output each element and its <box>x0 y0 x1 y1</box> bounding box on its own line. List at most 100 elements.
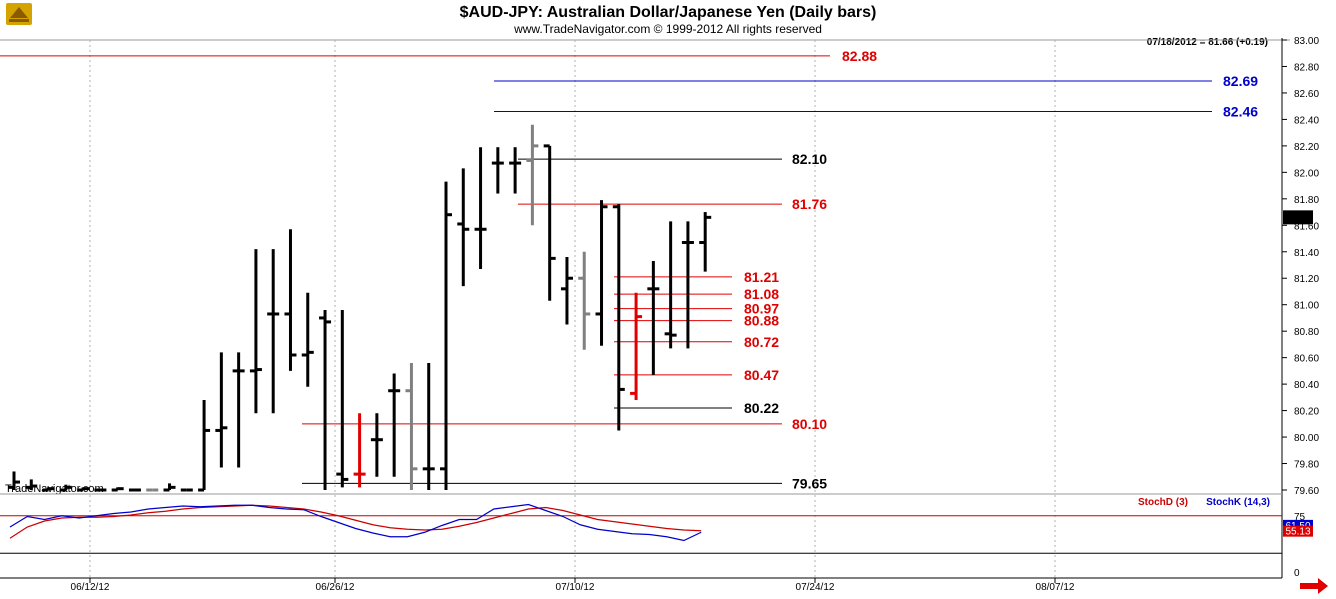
y-tick-label: 81.60 <box>1294 221 1319 232</box>
ohlc-bar <box>370 413 383 477</box>
ohlc-bar <box>560 257 573 325</box>
ohlc-bar <box>163 483 176 492</box>
ohlc-bar <box>249 249 262 414</box>
y-tick-label: 83.00 <box>1294 36 1319 47</box>
y-tick-label: 82.20 <box>1294 142 1319 153</box>
y-tick-label: 81.00 <box>1294 301 1319 312</box>
stoch-y-tick-label: 0 <box>1294 568 1300 579</box>
ohlc-bar <box>284 229 297 371</box>
level-label: 81.08 <box>744 286 779 302</box>
level-label: 82.10 <box>792 151 827 167</box>
y-tick-label: 81.80 <box>1294 195 1319 206</box>
y-tick-label: 80.40 <box>1294 380 1319 391</box>
ohlc-bar <box>595 200 608 346</box>
level-label: 81.76 <box>792 196 827 212</box>
y-tick-label: 82.00 <box>1294 168 1319 179</box>
ohlc-bar <box>474 147 487 269</box>
stoch-d-value-bg <box>1283 525 1313 537</box>
x-tick-label: 06/26/12 <box>316 582 355 593</box>
price-grid <box>0 39 1290 578</box>
y-tick-label: 82.40 <box>1294 115 1319 126</box>
level-label: 80.22 <box>744 400 779 416</box>
ohlc-bar <box>128 488 141 492</box>
y-tick-label: 81.40 <box>1294 248 1319 259</box>
watermark: TradeNavigator.com <box>5 483 104 495</box>
last-price-tag-bg <box>1283 210 1313 225</box>
y-tick-label: 80.00 <box>1294 433 1319 444</box>
ohlc-bar <box>543 144 556 301</box>
y-tick-label: 80.60 <box>1294 354 1319 365</box>
level-label: 80.72 <box>744 334 779 350</box>
y-tick-label: 82.60 <box>1294 89 1319 100</box>
level-label: 82.69 <box>1223 73 1258 89</box>
price-readout: 07/18/2012 = 81.66 (+0.19) <box>1147 37 1268 48</box>
ohlc-bar <box>42 487 55 492</box>
ohlc-bar <box>77 487 90 492</box>
x-tick-label: 06/12/12 <box>71 582 110 593</box>
level-label: 82.88 <box>842 48 877 64</box>
x-tick-label: 08/07/12 <box>1036 582 1075 593</box>
ohlc-bar <box>111 487 124 492</box>
y-tick-label: 82.80 <box>1294 62 1319 73</box>
ohlc-bar <box>353 413 366 488</box>
y-tick-label: 81.20 <box>1294 274 1319 285</box>
trade-navigator-logo-icon[interactable] <box>6 3 32 25</box>
ohlc-bar <box>457 168 470 287</box>
ohlc-bar <box>59 484 72 492</box>
ohlc-bar <box>388 373 401 477</box>
stoch-k-label: StochK (14,3) <box>1206 497 1270 508</box>
ohlc-bar <box>94 488 107 492</box>
ohlc-bar <box>509 147 522 194</box>
ohlc-bar <box>681 221 694 349</box>
ohlc-bar <box>612 204 625 431</box>
price-axis: 83.00 82.80 82.60 82.40 82.20 82.00 81.80 81.60… <box>1281 36 1319 578</box>
level-lines: 82.88 82.69 82.46 82.10 81.76 81.2181.0880.97… <box>0 48 1258 491</box>
ohlc-bar <box>8 471 20 490</box>
level-label: 79.65 <box>792 475 827 491</box>
ohlc-bar <box>198 400 211 492</box>
ohlc-bar <box>232 352 245 468</box>
ohlc-bar <box>647 261 660 375</box>
y-tick-label: 80.20 <box>1294 407 1319 418</box>
stoch-d-value-tag: 55.13 <box>1283 525 1313 538</box>
x-tick-label: 07/10/12 <box>556 582 595 593</box>
level-label: 80.10 <box>792 416 827 432</box>
ohlc-bar <box>405 362 418 490</box>
level-label: 80.97 <box>744 301 779 317</box>
x-tick-label: 07/24/12 <box>796 582 835 593</box>
stoch-d-line <box>9 504 702 539</box>
stoch-d-label: StochD (3) <box>1138 497 1188 508</box>
copyright-text: www.TradeNavigator.com © 1999-2012 All r… <box>513 22 822 36</box>
ohlc-bar <box>422 362 435 490</box>
price-bars <box>8 124 712 492</box>
date-axis: 06/12/12 06/26/12 07/10/12 07/24/12 08/07/12 <box>71 578 1075 593</box>
ohlc-bar <box>630 292 643 400</box>
ohlc-bar <box>267 249 280 414</box>
last-price-tag-text: 81.66 <box>1285 213 1310 224</box>
chart-title: $AUD-JPY: Australian Dollar/Japanese Yen… <box>460 4 877 21</box>
stoch-y-tick-label: 75 <box>1294 512 1306 523</box>
level-label: 80.88 <box>744 313 779 329</box>
ohlc-bar <box>491 147 504 194</box>
level-label: 82.46 <box>1223 103 1258 119</box>
ohlc-bar <box>319 310 332 490</box>
y-tick-label: 80.80 <box>1294 327 1319 338</box>
ohlc-bar <box>526 124 539 226</box>
y-tick-label: 79.60 <box>1294 486 1319 497</box>
y-tick-label: 79.80 <box>1294 460 1319 471</box>
ohlc-bar <box>699 212 712 272</box>
stoch-k-value-bg <box>1283 519 1313 531</box>
ohlc-bar <box>301 292 314 387</box>
last-price-tag: 81.66 <box>1283 210 1313 225</box>
red-arrow-right-icon[interactable] <box>1300 578 1328 594</box>
level-label: 80.47 <box>744 367 779 383</box>
ohlc-bar <box>578 251 591 350</box>
ohlc-bar <box>25 479 38 490</box>
level-label: 81.21 <box>744 269 779 285</box>
stoch-d-value-text: 55.13 <box>1285 527 1310 538</box>
ohlc-bar <box>215 352 228 468</box>
